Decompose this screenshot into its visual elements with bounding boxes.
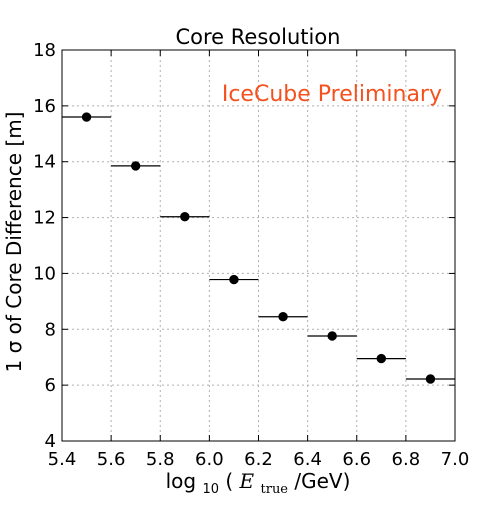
series-layer	[62, 112, 455, 384]
x-tick-label: 6.4	[293, 449, 322, 470]
x-tick-label: 6.6	[342, 449, 371, 470]
y-tick-label: 14	[33, 152, 56, 173]
y-axis-label: 1 σ of Core Difference [m]	[2, 112, 26, 373]
data-point	[278, 312, 288, 322]
y-tick-label: 4	[45, 431, 56, 452]
y-tick-label: 16	[33, 96, 56, 117]
y-tick-label: 6	[45, 375, 56, 396]
data-point	[81, 112, 92, 122]
data-point	[327, 331, 337, 341]
x-axis-label: log 10 ( E true /GeV)	[166, 469, 351, 498]
y-tick-label: 18	[33, 40, 56, 61]
data-point	[425, 374, 436, 384]
data-point	[376, 353, 387, 364]
icecube-preliminary-annotation: IceCube Preliminary	[222, 82, 442, 107]
x-axis-label-open: (	[225, 469, 233, 493]
y-tick-label: 12	[33, 208, 56, 229]
x-tick-label: 7.0	[441, 449, 470, 470]
x-axis-label-var: E	[239, 469, 255, 493]
x-axis-label-suffix: /GeV)	[294, 469, 350, 493]
x-axis-label-var-sub: true	[261, 482, 289, 497]
y-tick-label: 10	[33, 263, 56, 284]
x-tick-label: 5.6	[97, 449, 126, 470]
data-point	[130, 161, 141, 171]
chart-title: Core Resolution	[175, 25, 340, 49]
x-tick-label: 6.8	[392, 449, 421, 470]
x-tick-label: 5.4	[48, 449, 77, 470]
data-point	[180, 212, 190, 222]
y-tick-label: 8	[45, 319, 56, 340]
x-tick-label: 6.2	[244, 449, 273, 470]
x-axis-label-prefix-sub: 10	[202, 482, 219, 497]
data-point	[229, 274, 239, 285]
grid-layer	[62, 50, 455, 441]
tick-layer: 5.4 5.6 5.8 6.0 6.2 6.4 6.6 6.8 7.0 4 6 8 10 12 14 16 18	[33, 40, 469, 470]
x-tick-label: 6.0	[195, 449, 224, 470]
x-tick-label: 5.8	[146, 449, 175, 470]
x-axis-label-prefix: log	[166, 469, 197, 493]
